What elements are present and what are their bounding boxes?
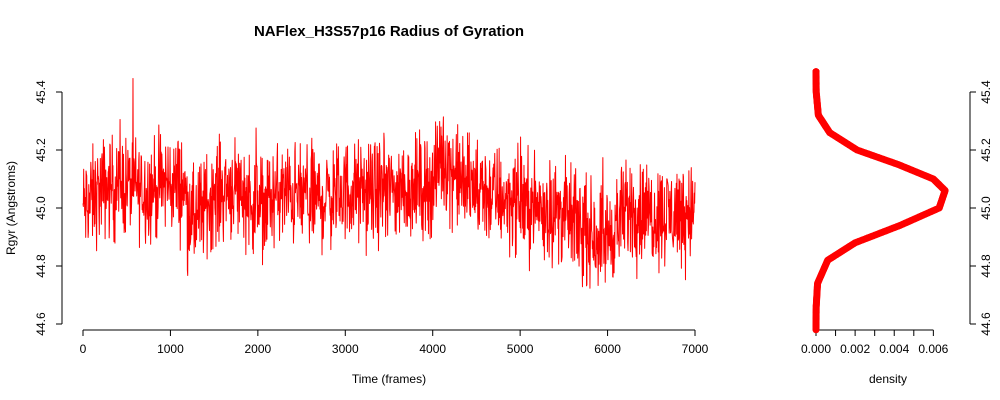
main-x-tick-label: 1000 (157, 342, 184, 356)
density-y-tick-label: 44.8 (979, 254, 993, 278)
density-point (812, 68, 820, 76)
chart-title: NAFlex_H3S57p16 Radius of Gyration (254, 23, 524, 40)
density-x-tick-label: 0.002 (840, 342, 870, 356)
density-y-tick-label: 45.0 (979, 196, 993, 220)
density-x-axis: 0.000 0.002 0.004 0.006 (801, 329, 949, 356)
main-x-axis-label: Time (frames) (352, 372, 426, 386)
density-plot-area (812, 68, 949, 334)
density-y-axis: 44.6 44.8 45.0 45.2 45.4 (969, 80, 993, 336)
density-y-tick-label: 44.6 (979, 312, 993, 336)
main-y-tick-label: 44.6 (34, 312, 48, 336)
main-y-axis: 44.6 44.8 45.0 45.2 45.4 (34, 80, 63, 336)
main-x-axis: 0 1000 2000 3000 4000 5000 6000 7000 (80, 329, 709, 356)
main-x-tick-label: 6000 (594, 342, 621, 356)
density-y-tick-label: 45.4 (979, 80, 993, 104)
density-y-tick-label: 45.2 (979, 138, 993, 162)
main-x-tick-label: 2000 (245, 342, 272, 356)
main-x-tick-label: 0 (80, 342, 87, 356)
main-y-tick-label: 45.2 (34, 138, 48, 162)
main-x-tick-label: 4000 (419, 342, 446, 356)
rgyr-series-line (82, 77, 696, 289)
density-x-axis-label: density (869, 372, 907, 386)
main-y-tick-label: 45.0 (34, 196, 48, 220)
main-y-axis-label: Rgyr (Angstroms) (4, 161, 18, 255)
main-x-tick-label: 7000 (682, 342, 709, 356)
main-y-tick-label: 45.4 (34, 80, 48, 104)
main-x-tick-label: 5000 (507, 342, 534, 356)
density-x-tick-label: 0.000 (801, 342, 831, 356)
density-x-tick-label: 0.006 (918, 342, 948, 356)
main-x-tick-label: 3000 (332, 342, 359, 356)
density-x-tick-label: 0.004 (879, 342, 909, 356)
main-plot-area (82, 77, 696, 289)
main-y-tick-label: 44.8 (34, 254, 48, 278)
